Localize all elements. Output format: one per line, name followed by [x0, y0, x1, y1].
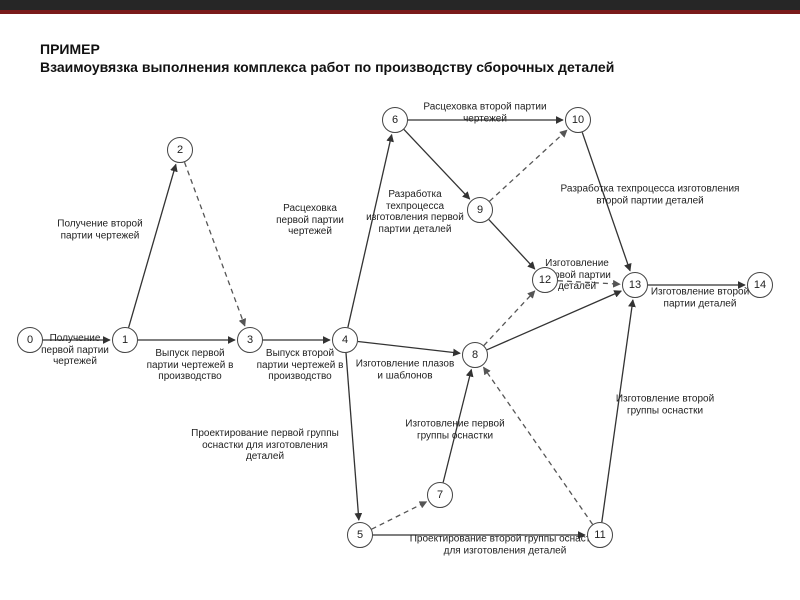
edge-label-1-3: Выпуск первой партии чертежей в производ…	[140, 348, 240, 383]
edge-label-0-1: Получение первой партии чертежей	[35, 333, 115, 368]
node-10: 10	[565, 107, 591, 133]
node-11: 11	[587, 522, 613, 548]
diagram-canvas: Получение первой партии чертежей Получени…	[0, 0, 800, 600]
edge-label-13-14: Изготовление второй партии деталей	[650, 287, 750, 310]
node-1: 1	[112, 327, 138, 353]
node-6: 6	[382, 107, 408, 133]
node-14: 14	[747, 272, 773, 298]
edge-label-7-8: Изготовление первой группы оснастки	[405, 419, 505, 442]
edge-4-8	[358, 341, 460, 353]
edge-2-3	[184, 162, 244, 326]
node-3: 3	[237, 327, 263, 353]
edge-8-12	[484, 291, 535, 346]
edge-8-13	[487, 291, 621, 350]
edge-label-4-8: Изготовление плазов и шаблонов	[355, 359, 455, 382]
node-9: 9	[467, 197, 493, 223]
edge-label-10-13: Разработка техпроцесса изготовления втор…	[555, 184, 745, 207]
node-4: 4	[332, 327, 358, 353]
edge-9-12	[489, 220, 535, 269]
edge-label-3-4: Выпуск второй партии чертежей в производ…	[250, 348, 350, 383]
edge-label-6-10: Расцеховка второй партии чертежей	[410, 102, 560, 125]
node-7: 7	[427, 482, 453, 508]
edge-1-2	[129, 164, 176, 327]
edge-label-6-9: Разработка техпроцесса изготовления перв…	[365, 189, 465, 235]
edge-label-1-2: Получение второй партии чертежей	[55, 219, 145, 242]
node-13: 13	[622, 272, 648, 298]
node-5: 5	[347, 522, 373, 548]
node-0: 0	[17, 327, 43, 353]
edge-label-4-5: Проектирование первой группы оснастки дл…	[185, 428, 345, 463]
edge-5-7	[372, 502, 427, 529]
edge-label-5-11: Проектирование второй группы оснастки дл…	[405, 534, 605, 557]
edge-11-8	[484, 367, 593, 524]
node-2: 2	[167, 137, 193, 163]
edge-label-11-13: Изготовление второй группы оснастки	[615, 394, 715, 417]
edge-label-4-6: Расцеховка первой партии чертежей	[270, 203, 350, 238]
node-8: 8	[462, 342, 488, 368]
node-12: 12	[532, 267, 558, 293]
